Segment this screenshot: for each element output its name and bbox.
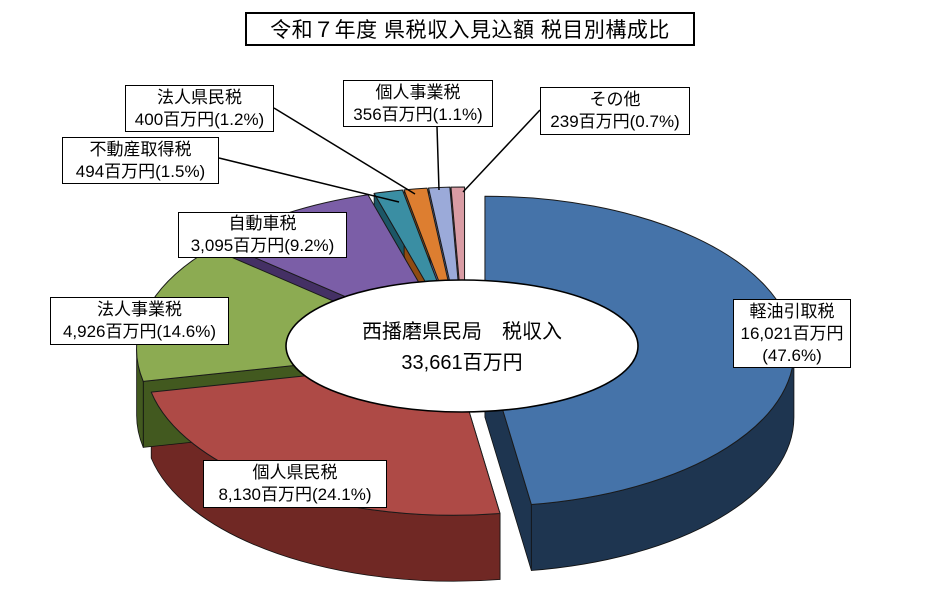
- label-box-hojin-jigyozei: 法人事業税 4,926百万円(14.6%): [50, 297, 229, 345]
- label-value: 3,095百万円(9.2%): [190, 236, 335, 255]
- label-value: 400百万円(1.2%): [134, 109, 265, 129]
- label-value: 494百万円(1.5%): [75, 161, 206, 181]
- label-name: 自動車税: [228, 214, 297, 233]
- label-name: 不動産取得税: [89, 139, 192, 159]
- donut-center-label: 西播磨県民局 税収入 33,661百万円: [292, 316, 632, 380]
- label-value: 16,021百万円: [740, 323, 844, 343]
- donut-hole: [285, 279, 639, 413]
- label-pct: (47.6%): [762, 345, 822, 365]
- center-label-line2: 33,661百万円: [401, 352, 523, 374]
- label-box-keiyu-hikitorizei: 軽油引取税 16,021百万円 (47.6%): [733, 299, 851, 368]
- label-box-kojin-jigyozei: 個人事業税 356百万円(1.1%): [343, 80, 493, 127]
- label-box-kojin-kenminzei: 個人県民税 8,130百万円(24.1%): [203, 460, 387, 508]
- label-value: 4,926百万円(14.6%): [62, 322, 217, 341]
- label-name: 軽油引取税: [749, 301, 835, 321]
- leader-line: [273, 107, 416, 195]
- label-box-hojin-kenminzei: 法人県民税 400百万円(1.2%): [125, 85, 274, 132]
- label-box-sonota: その他 239百万円(0.7%): [540, 87, 690, 135]
- center-label-line1: 西播磨県民局 税収入: [362, 321, 562, 343]
- label-value: 8,130百万円(24.1%): [218, 485, 372, 504]
- leader-lines: [218, 107, 541, 203]
- label-name: 法人県民税: [157, 87, 242, 107]
- label-name: 個人事業税: [375, 82, 461, 102]
- chart-title-box: 令和７年度 県税収入見込額 税目別構成比: [245, 12, 695, 46]
- label-box-fudosan-shutokuzei: 不動産取得税 494百万円(1.5%): [62, 137, 219, 184]
- leader-line: [462, 109, 541, 193]
- leader-line: [436, 126, 440, 191]
- label-value: 356百万円(1.1%): [353, 104, 483, 124]
- label-name: 法人事業税: [97, 300, 182, 319]
- chart-title: 令和７年度 県税収入見込額 税目別構成比: [270, 19, 670, 42]
- label-name: その他: [589, 90, 641, 109]
- leader-line: [218, 157, 400, 203]
- label-name: 個人県民税: [252, 463, 338, 482]
- label-value: 239百万円(0.7%): [550, 112, 680, 131]
- label-box-jidoshazei: 自動車税 3,095百万円(9.2%): [178, 212, 347, 258]
